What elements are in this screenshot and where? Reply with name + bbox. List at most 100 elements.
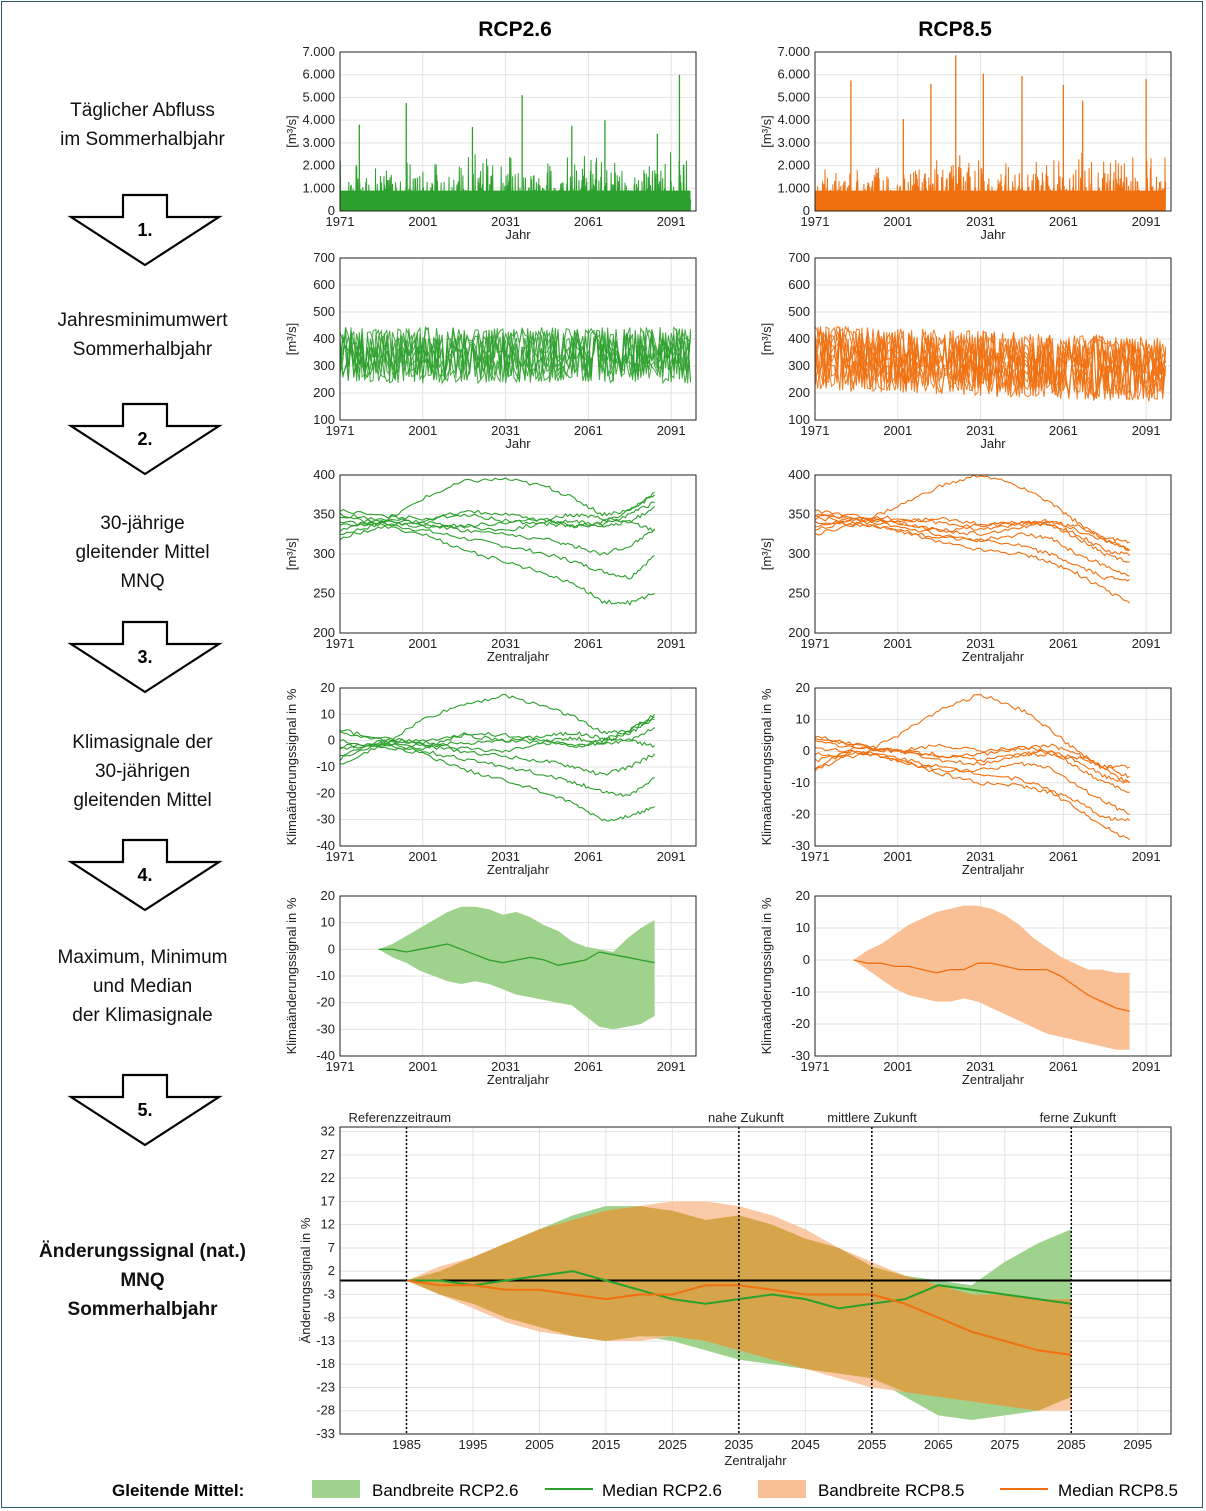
x-axis-label: Jahr <box>505 436 531 451</box>
x-tick-label: 2035 <box>724 1437 753 1452</box>
x-axis-label: Zentraljahr <box>962 1072 1025 1087</box>
series-line <box>339 740 656 776</box>
flow-arrow-icon <box>67 620 223 694</box>
x-tick-label: 1971 <box>801 1059 830 1074</box>
x-tick-label: 2031 <box>491 849 520 864</box>
legend-line-median-rcp85 <box>1000 1488 1048 1490</box>
x-tick-label: 1971 <box>326 214 355 229</box>
plot-border <box>814 895 1172 1057</box>
y-tick-label: 200 <box>788 385 810 400</box>
x-tick-label: 2085 <box>1057 1437 1086 1452</box>
y-axis-label: [m³/s] <box>759 323 774 356</box>
y-axis-label: Klimaänderungssignal in % <box>759 688 774 845</box>
x-tick-label: 1971 <box>326 849 355 864</box>
x-tick-label: 1985 <box>392 1437 421 1452</box>
x-tick-label: 1971 <box>801 849 830 864</box>
x-tick-label: 2091 <box>1132 636 1161 651</box>
series-line <box>339 506 655 532</box>
plot-border <box>339 257 697 421</box>
y-tick-label: 7 <box>328 1240 335 1255</box>
chart-band-rcp26: -40 -30 -20 -10 0 10 20 1971 2001 2031 2061 2091 Zen… <box>284 888 697 1087</box>
chart-mnq-rcp26: 200 250 300 350 400 1971 2001 2031 2061 2091 Zentr… <box>284 467 697 664</box>
y-tick-label: 10 <box>321 706 335 721</box>
y-tick-label: 700 <box>788 250 810 265</box>
y-tick-label: 400 <box>788 467 810 482</box>
legend-item: Bandbreite RCP8.5 <box>818 1481 965 1500</box>
series-line <box>339 745 655 822</box>
x-tick-label: 2031 <box>491 423 520 438</box>
x-tick-label: 2091 <box>657 423 686 438</box>
series-line <box>814 509 1130 544</box>
y-tick-label: -20 <box>316 785 335 800</box>
step-line: gleitender Mittel <box>75 542 210 563</box>
x-axis-label: Zentraljahr <box>962 649 1025 664</box>
series-line <box>340 693 655 749</box>
y-tick-label: 5.000 <box>777 89 810 104</box>
annual-min-series <box>339 327 691 385</box>
plot-border <box>814 474 1172 634</box>
x-tick-label: 2015 <box>591 1437 620 1452</box>
step-label-4: Klimasignale der 30-jährigen gleitenden … <box>20 728 265 815</box>
x-tick-label: 2031 <box>966 214 995 229</box>
flow-arrow-label: 5. <box>137 1100 152 1120</box>
x-tick-label: 2001 <box>408 1059 437 1074</box>
x-tick-label: 1971 <box>801 214 830 229</box>
x-tick-label: 2001 <box>408 214 437 229</box>
step-line: im Sommerhalbjahr <box>60 129 225 150</box>
x-tick-label: 2045 <box>791 1437 820 1452</box>
period-label: ferne Zukunft <box>1040 1110 1117 1125</box>
flow-arrow-label: 3. <box>137 647 152 667</box>
chart-daily-rcp85: 0 1.000 2.000 3.000 4.000 5.000 6.000 7.000 1971… <box>759 44 1172 242</box>
x-tick-label: 2091 <box>657 636 686 651</box>
x-tick-label: 2001 <box>883 423 912 438</box>
series-line <box>339 525 655 606</box>
plot-border <box>339 687 697 847</box>
y-tick-label: 1.000 <box>777 180 810 195</box>
annual-min-series <box>814 326 1166 400</box>
y-tick-label: 2.000 <box>777 158 810 173</box>
y-tick-label: 5.000 <box>302 89 335 104</box>
x-tick-label: 2061 <box>574 214 603 229</box>
flow-arrow-icon <box>67 838 223 912</box>
period-label: Referenzzeitraum <box>348 1110 451 1125</box>
step-line: Täglicher Abfluss <box>70 100 215 121</box>
y-tick-label: 200 <box>313 385 335 400</box>
y-tick-label: 300 <box>313 546 335 561</box>
median-line-rcp85 <box>406 1279 1072 1356</box>
x-tick-label: 2061 <box>574 423 603 438</box>
y-tick-label: 400 <box>313 467 335 482</box>
x-tick-label: 2031 <box>491 1059 520 1074</box>
legend-title: Gleitende Mittel: <box>112 1481 245 1500</box>
x-tick-label: 2025 <box>658 1437 687 1452</box>
y-axis-label: [m³/s] <box>759 115 774 148</box>
y-tick-label: 200 <box>788 625 810 640</box>
x-tick-label: 2091 <box>1132 214 1161 229</box>
y-tick-label: 20 <box>321 888 335 903</box>
y-tick-label: 3.000 <box>777 135 810 150</box>
y-tick-label: -40 <box>316 1048 335 1063</box>
step-line: 30-jährigen <box>94 761 191 782</box>
step-line: MNQ <box>120 571 165 592</box>
legend-swatch-band-rcp85 <box>758 1480 806 1498</box>
annual-min-series <box>339 326 691 384</box>
x-tick-label: 2001 <box>883 214 912 229</box>
series-line <box>814 523 1130 604</box>
x-tick-label: 2061 <box>1049 849 1078 864</box>
y-tick-label: -30 <box>791 1048 810 1063</box>
y-axis-label: Änderungssignal in % <box>298 1217 313 1343</box>
y-tick-label: 400 <box>313 331 335 346</box>
series-line <box>814 737 1130 779</box>
chart-mnq-rcp85: 200 250 300 350 400 1971 2001 2031 2061 2091 Zentr… <box>759 467 1172 664</box>
y-tick-label: 12 <box>321 1217 335 1232</box>
y-tick-label: 20 <box>796 680 810 695</box>
y-tick-label: -20 <box>791 1016 810 1031</box>
y-tick-label: 300 <box>788 546 810 561</box>
range-band <box>378 906 655 1030</box>
step-line: MNQ <box>120 1270 165 1291</box>
y-tick-label: -3 <box>323 1286 335 1301</box>
y-axis-label: [m³/s] <box>284 538 299 571</box>
y-axis-label: [m³/s] <box>759 538 774 571</box>
y-tick-label: 20 <box>321 680 335 695</box>
y-tick-label: -30 <box>316 1021 335 1036</box>
